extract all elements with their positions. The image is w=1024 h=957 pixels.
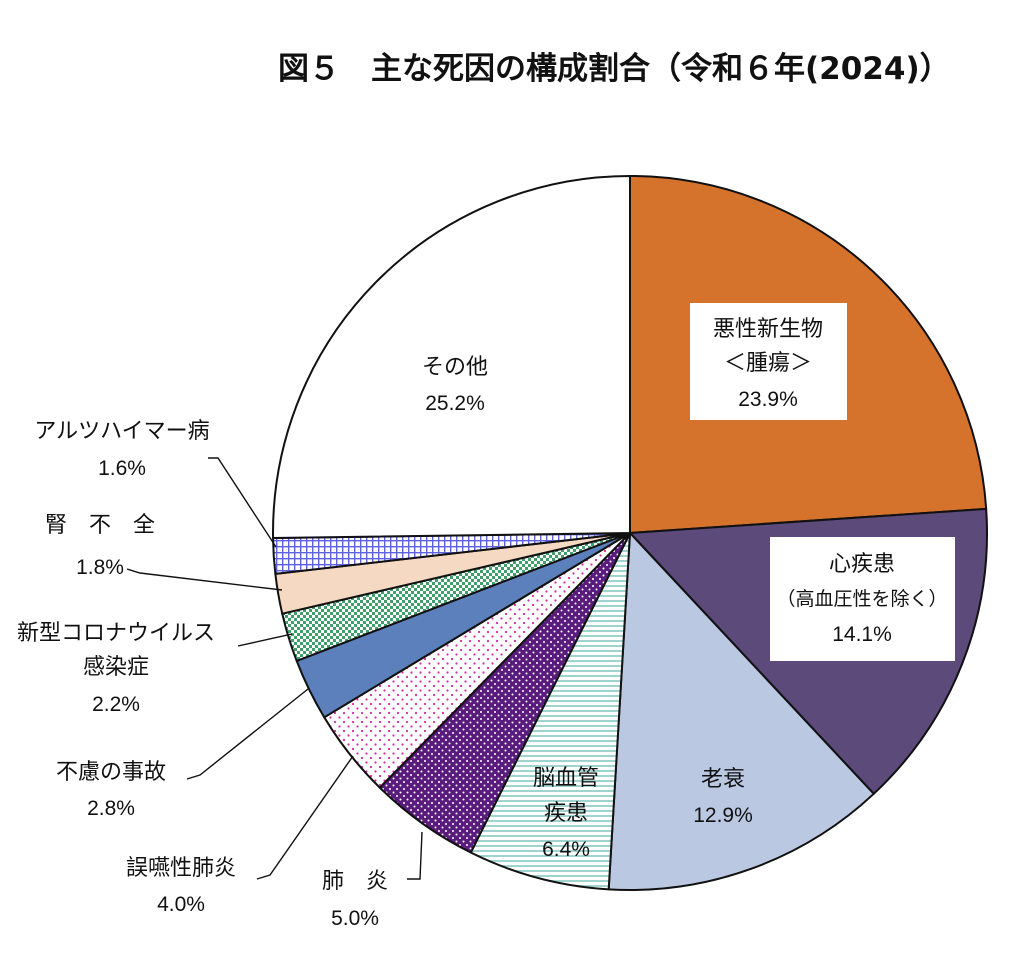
label-box-heart — [770, 537, 955, 661]
label-senility-pct: 12.9% — [693, 804, 753, 827]
label-malignant-sub: ＜腫瘍＞ — [724, 351, 812, 376]
label-malignant-pct: 23.9% — [738, 388, 798, 411]
label-kidney-name: 腎 不 全 — [45, 513, 155, 538]
label-cerebro-name: 脳血管 — [533, 766, 599, 791]
leader-accident — [186, 688, 309, 780]
chart-title: 図５ 主な死因の構成割合（令和６年(2024)） — [278, 51, 951, 87]
pie-slices — [272, 175, 988, 891]
slice-cerebrovascular — [469, 532, 631, 891]
label-other-pct: 25.2% — [425, 392, 485, 415]
label-other-name: その他 — [422, 355, 488, 380]
label-senility-name: 老衰 — [701, 767, 745, 792]
label-cerebro-pct: 6.4% — [542, 838, 590, 861]
label-covid-sub: 感染症 — [83, 655, 149, 680]
label-pneumonia-name: 肺 炎 — [322, 869, 388, 894]
label-kidney-pct: 1.8% — [76, 556, 124, 579]
label-malignant-name: 悪性新生物 — [713, 317, 823, 342]
leader-aspiration — [256, 755, 354, 880]
label-aspiration-name: 誤嚥性肺炎 — [126, 856, 236, 881]
leader-pneumonia — [407, 831, 423, 880]
label-aspiration-pct: 4.0% — [157, 893, 205, 916]
label-heart-pct: 14.1% — [832, 623, 892, 646]
label-alzheimer-pct: 1.6% — [98, 457, 146, 480]
label-covid-pct: 2.2% — [92, 693, 140, 716]
leader-alzheimer — [208, 457, 277, 548]
label-heart-sub: （高血圧性を除く） — [776, 588, 947, 610]
leader-kidney — [126, 568, 283, 591]
label-accident-pct: 2.8% — [87, 797, 135, 820]
label-cerebro-sub: 疾患 — [544, 801, 588, 826]
slice-senility — [607, 532, 875, 891]
slice-other — [272, 175, 631, 540]
label-box-malignant — [690, 303, 847, 420]
label-alzheimer-name: アルツハイマー病 — [34, 419, 209, 444]
label-covid-name: 新型コロナウイルス — [17, 621, 215, 646]
label-accident-name: 不慮の事故 — [56, 760, 166, 785]
label-heart-name: 心疾患 — [829, 552, 895, 577]
leader-lines — [126, 457, 423, 880]
leader-covid — [237, 633, 293, 647]
label-pneumonia-pct: 5.0% — [331, 907, 379, 930]
